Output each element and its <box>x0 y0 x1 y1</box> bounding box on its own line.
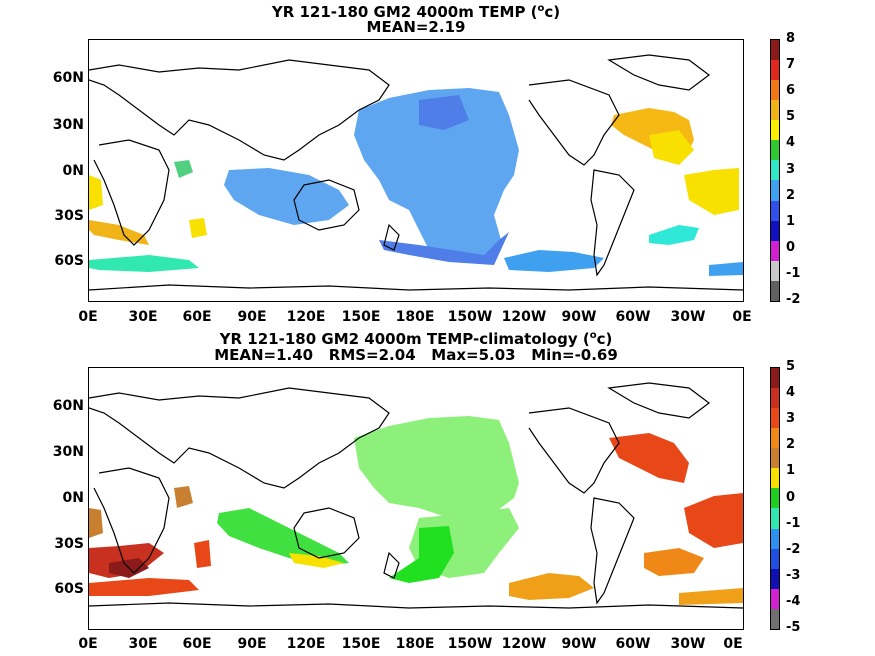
colorbar-segment <box>771 408 779 429</box>
top-lon-label: 120W <box>501 309 547 325</box>
colorbar-segment <box>771 100 779 121</box>
colorbar-segment <box>771 240 779 261</box>
colorbar-segment <box>771 568 779 589</box>
colorbar-tick-label: 0 <box>786 489 796 505</box>
top-lon-label: 60W <box>615 309 651 325</box>
colorbar-segment <box>771 280 779 301</box>
colorbar-tick-label: 2 <box>786 437 796 453</box>
bottom-lon-label: 150W <box>447 636 493 652</box>
colorbar-segment <box>771 608 779 629</box>
colorbar-tick-label: 8 <box>786 31 796 46</box>
colorbar-tick-label: 4 <box>786 385 796 401</box>
bottom-lat-label-0n: 0N <box>62 490 84 506</box>
bottom-lat-label-30s: 30S <box>54 536 84 552</box>
colorbar-tick-label: -2 <box>786 541 801 557</box>
top-map-plot <box>88 39 744 302</box>
colorbar-segment <box>771 508 779 529</box>
colorbar-tick-label: -3 <box>786 567 801 583</box>
bottom-lon-label: 60W <box>615 636 651 652</box>
bottom-map-title: YR 121-180 GM2 4000m TEMP-climatology (o… <box>219 330 613 348</box>
colorbar-segment <box>771 80 779 101</box>
colorbar-tick-label: 3 <box>786 411 796 427</box>
colorbar-segment <box>771 40 779 61</box>
colorbar-segment <box>771 260 779 281</box>
colorbar-tick-label: 7 <box>786 57 796 73</box>
colorbar-tick-label: 4 <box>786 135 796 151</box>
colorbar-segment <box>771 120 779 141</box>
top-lat-label-60s: 60S <box>54 253 84 269</box>
top-lat-label-60n: 60N <box>52 70 84 86</box>
top-lon-label: 120E <box>286 309 326 325</box>
top-lat-label-30s: 30S <box>54 208 84 224</box>
bottom-lon-label: 0E <box>78 636 98 652</box>
bottom-lon-label: 30W <box>670 636 706 652</box>
colorbar-tick-label: -1 <box>786 265 801 281</box>
colorbar-segment <box>771 140 779 161</box>
top-lat-label-30n: 30N <box>52 117 84 133</box>
colorbar-tick-label: 2 <box>786 187 796 203</box>
top-lon-label: 30W <box>670 309 706 325</box>
colorbar-tick-label: 6 <box>786 83 796 99</box>
colorbar-segment <box>771 448 779 469</box>
bottom-data-fill <box>89 416 743 605</box>
bottom-lon-label: 60E <box>182 636 212 652</box>
colorbar-tick-label: 3 <box>786 161 796 177</box>
bottom-lon-label: 150E <box>341 636 381 652</box>
colorbar-tick-label: 1 <box>786 213 796 229</box>
colorbar-segment <box>771 220 779 241</box>
top-lon-label: 90W <box>561 309 597 325</box>
top-lat-label-0n: 0N <box>62 163 84 179</box>
colorbar-tick-label: -1 <box>786 515 801 531</box>
top-map-stats: MEAN=2.19 <box>366 18 466 36</box>
colorbar-tick-label: 1 <box>786 463 796 479</box>
colorbar-segment <box>771 368 779 389</box>
top-coastlines <box>89 54 743 291</box>
top-colorbar <box>770 39 780 302</box>
colorbar-segment <box>771 200 779 221</box>
top-map-title: YR 121-180 GM2 4000m TEMP (oc) <box>271 3 561 21</box>
colorbar-tick-label: -4 <box>786 593 801 609</box>
top-lon-label: 150W <box>447 309 493 325</box>
top-lon-label: 90E <box>237 309 267 325</box>
colorbar-tick-label: 0 <box>786 239 796 255</box>
top-lon-label: 150E <box>341 309 381 325</box>
bottom-lon-label: 90W <box>561 636 597 652</box>
top-data-fill <box>89 88 743 276</box>
colorbar-tick-label: -2 <box>786 292 801 307</box>
bottom-lon-label: 120E <box>286 636 326 652</box>
bottom-map-plot <box>88 367 744 630</box>
top-lon-label: 0E <box>732 309 752 325</box>
bottom-lat-label-60s: 60S <box>54 581 84 597</box>
colorbar-segment <box>771 388 779 409</box>
colorbar-segment <box>771 548 779 569</box>
bottom-lat-label-30n: 30N <box>52 444 84 460</box>
colorbar-segment <box>771 60 779 81</box>
colorbar-segment <box>771 488 779 509</box>
colorbar-segment <box>771 468 779 489</box>
bottom-lon-label: 120W <box>501 636 547 652</box>
colorbar-segment <box>771 528 779 549</box>
bottom-lon-label: 180E <box>395 636 435 652</box>
bottom-lon-label: 30E <box>128 636 158 652</box>
top-lon-label: 30E <box>128 309 158 325</box>
bottom-lat-label-60n: 60N <box>52 398 84 414</box>
bottom-colorbar <box>770 367 780 630</box>
colorbar-tick-label: 5 <box>786 359 796 374</box>
colorbar-tick-label: 5 <box>786 109 796 125</box>
bottom-coastlines <box>89 382 743 609</box>
colorbar-segment <box>771 180 779 201</box>
top-lon-label: 180E <box>395 309 435 325</box>
bottom-lon-label: 90E <box>237 636 267 652</box>
bottom-lon-label: 0E <box>723 636 743 652</box>
colorbar-segment <box>771 428 779 449</box>
colorbar-segment <box>771 160 779 181</box>
colorbar-tick-label: -5 <box>786 620 801 635</box>
top-lon-label: 0E <box>78 309 98 325</box>
top-lon-label: 60E <box>182 309 212 325</box>
bottom-map-stats: MEAN=1.40 RMS=2.04 Max=5.03 Min=-0.69 <box>214 346 618 364</box>
colorbar-segment <box>771 588 779 609</box>
